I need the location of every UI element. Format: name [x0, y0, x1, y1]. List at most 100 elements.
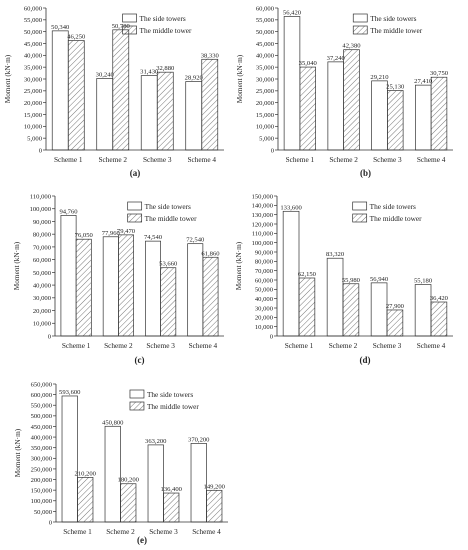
bar-side-towers	[185, 81, 203, 151]
bar-side-towers	[96, 78, 114, 151]
bar-middle-tower	[75, 238, 92, 337]
y-tick-label: 100,000	[30, 206, 52, 213]
x-tick-label: Scheme 1	[286, 155, 315, 164]
legend-swatch-side-towers	[129, 389, 145, 399]
data-label: 37,240	[327, 55, 346, 62]
legend-label: The middle tower	[145, 214, 197, 223]
data-label: 62,150	[298, 271, 317, 278]
data-label: 450,800	[102, 419, 124, 426]
legend-swatch-middle-tower	[127, 213, 143, 223]
chart-panel-1: 50,340 46,250 Scheme 1 30,240 50,780 Scheme 2…	[3, 5, 224, 178]
bar-middle-tower	[163, 492, 180, 523]
y-tick-label: 70,000	[255, 268, 274, 275]
y-tick-label: 45,000	[256, 41, 275, 48]
bar-side-towers	[327, 61, 344, 151]
bar-side-towers	[414, 284, 432, 337]
y-tick-label: 100,000	[252, 240, 274, 247]
legend-swatch-side-towers	[127, 201, 143, 211]
bar-side-towers	[415, 84, 432, 151]
data-label: 53,660	[159, 261, 178, 268]
y-tick-label: 30,000	[24, 76, 43, 83]
y-tick-label: 40,000	[33, 282, 52, 289]
bar-middle-tower	[430, 76, 448, 151]
data-label: 30,240	[96, 71, 115, 78]
y-tick-label: 15,000	[24, 112, 43, 119]
y-tick-label: 35,000	[256, 65, 275, 72]
bar-middle-tower	[386, 309, 404, 337]
legend-label: The side towers	[145, 202, 191, 211]
data-label: 149,200	[204, 483, 226, 490]
data-label: 94,760	[59, 208, 78, 215]
y-tick-label: 5,000	[27, 136, 43, 143]
y-tick-label: 200,000	[31, 477, 53, 484]
bar-middle-tower	[118, 234, 134, 337]
x-tick-label: Scheme 4	[417, 341, 446, 350]
x-tick-label: Scheme 3	[143, 155, 172, 164]
y-tick-label: 0	[270, 333, 274, 340]
y-tick-label: 25,000	[256, 88, 275, 95]
bar-side-towers	[104, 425, 121, 523]
y-tick-label: 100,000	[31, 498, 53, 505]
y-tick-label: 45,000	[24, 41, 43, 48]
y-tick-label: 50,000	[24, 29, 43, 36]
y-tick-label: 10,000	[255, 324, 274, 331]
data-label: 210,200	[75, 470, 97, 477]
y-tick-label: 300,000	[31, 456, 53, 463]
legend-label: The middle tower	[140, 26, 192, 35]
data-label: 50,780	[112, 23, 131, 30]
data-label: 76,050	[75, 232, 94, 239]
y-tick-label: 400,000	[31, 434, 53, 441]
bar-middle-tower	[160, 267, 177, 337]
legend-label: The middle tower	[370, 26, 422, 35]
x-tick-label: Scheme 2	[98, 155, 127, 164]
y-tick-label: 50,000	[255, 287, 274, 294]
x-tick-label: Scheme 4	[417, 155, 446, 164]
bar-side-towers	[51, 30, 69, 151]
y-tick-label: 20,000	[33, 308, 52, 315]
y-axis-title: Moment (kN·m)	[12, 241, 21, 290]
x-tick-label: Scheme 2	[329, 341, 358, 350]
y-tick-label: 40,000	[255, 296, 274, 303]
y-tick-label: 10,000	[24, 124, 43, 131]
y-tick-label: 40,000	[24, 53, 43, 60]
data-label: 42,380	[342, 43, 361, 50]
y-tick-label: 5,000	[259, 136, 275, 143]
y-tick-label: 150,000	[252, 193, 274, 200]
y-tick-label: 0	[48, 333, 52, 340]
data-label: 29,210	[370, 74, 389, 81]
legend-swatch-middle-tower	[122, 25, 137, 35]
bar-middle-tower	[343, 49, 360, 151]
bar-middle-tower	[201, 58, 219, 151]
bar-middle-tower	[77, 477, 94, 523]
data-label: 55,980	[342, 277, 361, 284]
panel-label: (e)	[137, 535, 147, 545]
chart-panel-2: 56,420 35,040 Scheme 1 37,240 42,380 Scheme 2…	[235, 5, 453, 178]
legend-swatch-side-towers	[352, 201, 368, 211]
panel-label: (b)	[360, 168, 371, 178]
y-tick-label: 10,000	[33, 321, 52, 328]
data-label: 55,180	[414, 277, 433, 284]
data-label: 56,420	[283, 9, 302, 16]
bar-side-towers	[283, 16, 301, 151]
bar-middle-tower	[112, 29, 130, 151]
bar-side-towers	[187, 243, 204, 337]
x-tick-label: Scheme 2	[106, 527, 135, 536]
y-tick-label: 40,000	[256, 53, 275, 60]
legend-label: The middle tower	[370, 214, 422, 223]
data-label: 36,420	[430, 295, 449, 302]
y-tick-label: 60,000	[256, 5, 275, 12]
data-label: 30,750	[430, 70, 449, 77]
y-tick-label: 0	[49, 519, 53, 526]
y-tick-label: 70,000	[33, 244, 52, 251]
y-tick-label: 20,000	[24, 100, 43, 107]
chart-panel-4: 133,600 62,150 Scheme 1 83,320 55,980 Scheme …	[234, 193, 453, 365]
legend-label: The middle tower	[147, 402, 199, 411]
data-label: 27,410	[414, 78, 433, 85]
y-tick-label: 140,000	[252, 203, 274, 210]
data-label: 180,200	[118, 477, 140, 484]
y-tick-label: 550,000	[31, 403, 53, 410]
bar-side-towers	[145, 240, 161, 337]
bar-side-towers	[61, 395, 78, 523]
